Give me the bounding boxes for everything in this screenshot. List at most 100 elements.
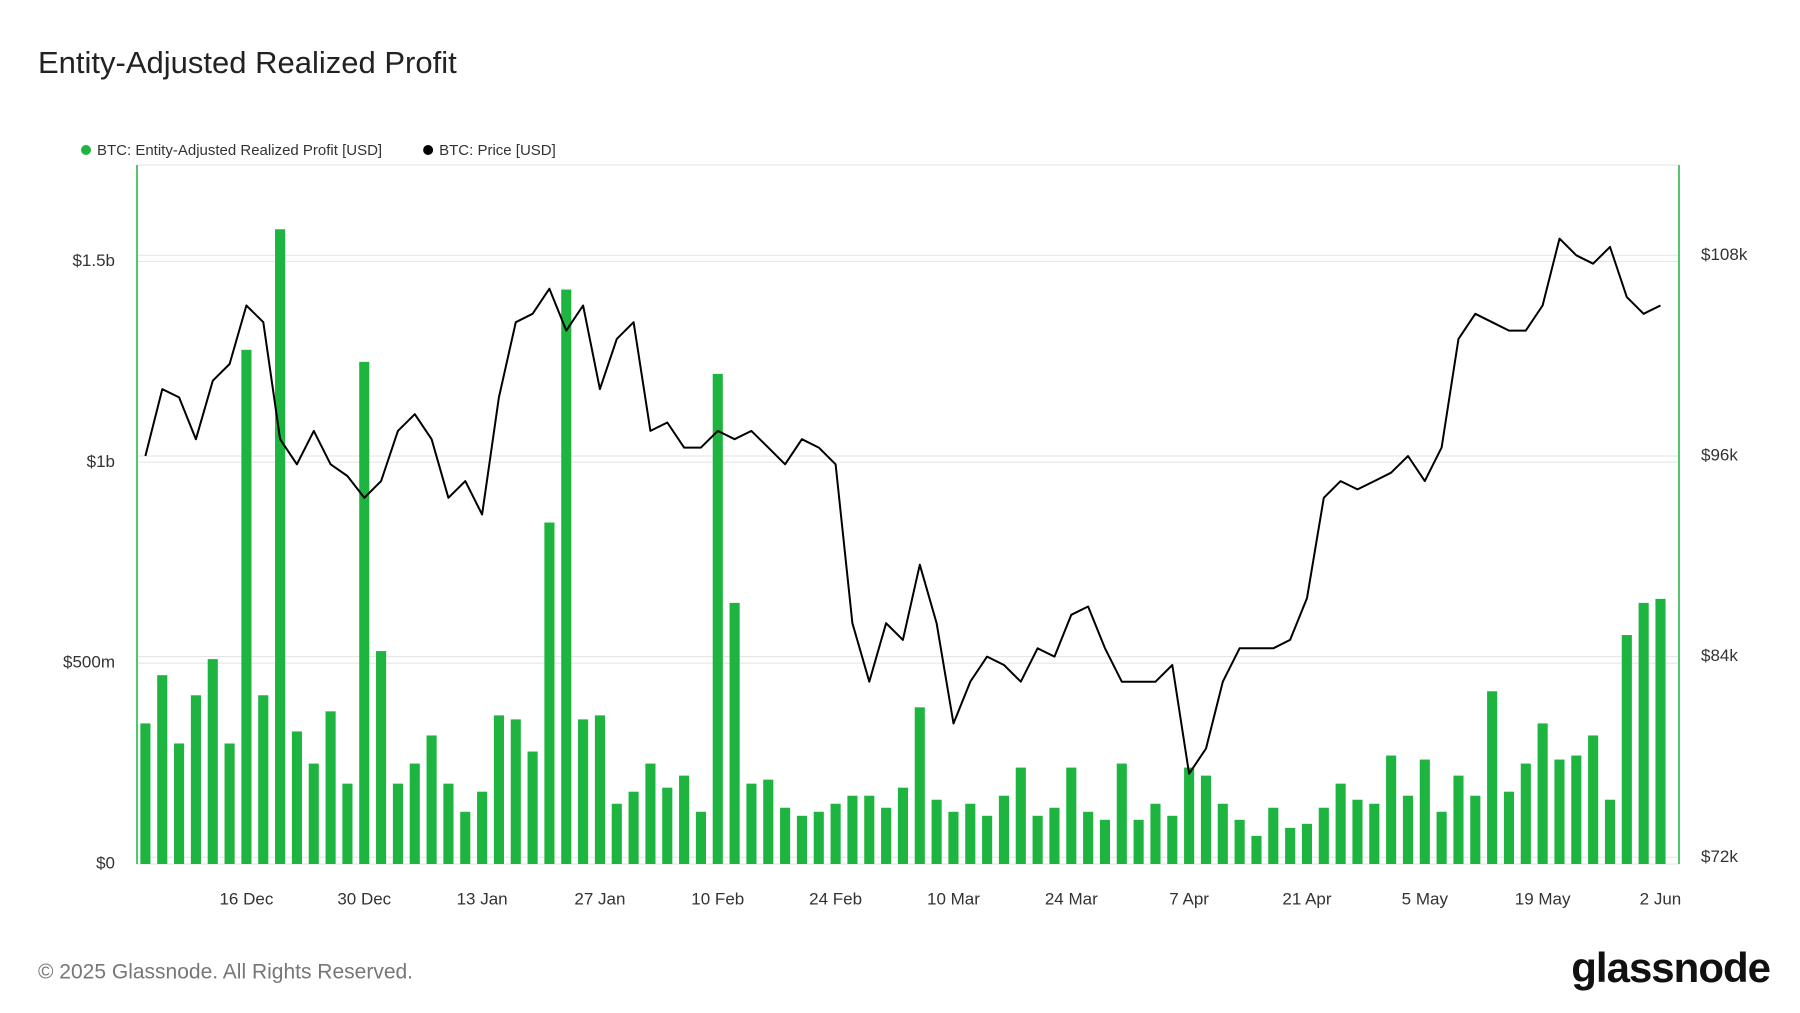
bar [1453, 775, 1464, 864]
bar [1167, 815, 1178, 864]
bar [1099, 819, 1111, 864]
bar [864, 795, 875, 864]
bar [426, 735, 437, 864]
x-tick-label: 30 Dec [337, 889, 391, 908]
bar [780, 807, 791, 864]
x-tick-label: 21 Apr [1282, 889, 1331, 908]
bar [1066, 767, 1077, 864]
bar [1571, 755, 1582, 864]
y-tick-label: $500m [63, 653, 115, 672]
bar [359, 361, 370, 864]
bar [1655, 598, 1666, 864]
bar [342, 783, 353, 864]
bar [1049, 807, 1060, 864]
bar [140, 723, 151, 864]
y2-tick-label: $72k [1701, 847, 1738, 866]
legend-label: BTC: Entity-Adjusted Realized Profit [US… [97, 142, 382, 159]
bar [948, 811, 959, 864]
bar [1251, 835, 1262, 864]
y-tick-label: $1.5b [72, 251, 115, 270]
bar [1032, 815, 1043, 864]
footer: © 2025 Glassnode. All Rights Reserved. [38, 961, 413, 984]
bar [207, 659, 218, 864]
bar [477, 791, 488, 864]
x-tick-label: 2 Jun [1640, 889, 1682, 908]
y2-tick-label: $96k [1701, 445, 1738, 464]
bar [578, 719, 589, 864]
bar [931, 799, 942, 864]
bar [1470, 795, 1481, 864]
y-tick-label: $1b [87, 452, 115, 471]
bar [275, 229, 286, 864]
bar [224, 743, 235, 864]
bar [1520, 763, 1531, 864]
bar [493, 715, 504, 864]
bar [679, 775, 690, 864]
bar [258, 695, 269, 864]
bar [1588, 735, 1599, 864]
bar [1386, 755, 1397, 864]
bar [1487, 691, 1498, 864]
legend-marker [423, 145, 434, 155]
bar [510, 719, 521, 864]
x-tick-label: 24 Mar [1045, 889, 1098, 908]
bar [157, 675, 168, 864]
bar [796, 815, 807, 864]
bar [998, 795, 1010, 864]
bar [1285, 827, 1296, 864]
bar [544, 522, 555, 864]
bar [1318, 807, 1329, 864]
brand-logo: glassnode [1571, 944, 1770, 991]
bar [308, 763, 319, 864]
bar [1638, 602, 1649, 864]
legend-label: BTC: Price [USD] [439, 142, 556, 159]
bar [1402, 795, 1414, 864]
bar [611, 803, 622, 864]
x-tick-label: 5 May [1402, 889, 1449, 908]
bar [376, 651, 387, 864]
y-tick-label: $0 [96, 853, 115, 872]
bar [1537, 723, 1548, 864]
y2-tick-label: $108k [1701, 245, 1748, 264]
y2-tick-label: $84k [1701, 646, 1738, 665]
bar [594, 715, 605, 864]
bar [1352, 799, 1363, 864]
bar [628, 791, 639, 864]
bar [662, 787, 673, 864]
bar [1184, 767, 1195, 864]
bar [847, 795, 858, 864]
bar [830, 803, 841, 864]
bar [746, 783, 757, 864]
bar [1419, 759, 1430, 864]
bar [695, 811, 706, 864]
x-tick-label: 27 Jan [574, 889, 625, 908]
bar [1369, 803, 1380, 864]
bar [1116, 763, 1127, 864]
bar [1301, 823, 1313, 864]
bar [813, 811, 824, 864]
bar [291, 731, 302, 864]
bar [712, 373, 723, 864]
bar [982, 815, 993, 864]
bar [1503, 791, 1515, 864]
bar [443, 783, 454, 864]
bar [392, 783, 403, 864]
bar [1268, 807, 1279, 864]
bar [190, 695, 201, 864]
bar [1083, 811, 1094, 864]
price-line [144, 237, 1661, 775]
x-tick-label: 24 Feb [809, 889, 862, 908]
bar [527, 751, 538, 864]
bar [881, 807, 892, 864]
bar [1621, 635, 1632, 864]
x-tick-label: 16 Dec [219, 889, 273, 908]
bar [1217, 803, 1228, 864]
bar [174, 743, 185, 864]
bar [561, 289, 572, 864]
bar [897, 787, 908, 864]
bar [409, 763, 420, 864]
bar [763, 779, 774, 864]
bar [1133, 819, 1144, 864]
chart-title: Entity-Adjusted Realized Profit [38, 45, 457, 80]
bar [1150, 803, 1161, 864]
